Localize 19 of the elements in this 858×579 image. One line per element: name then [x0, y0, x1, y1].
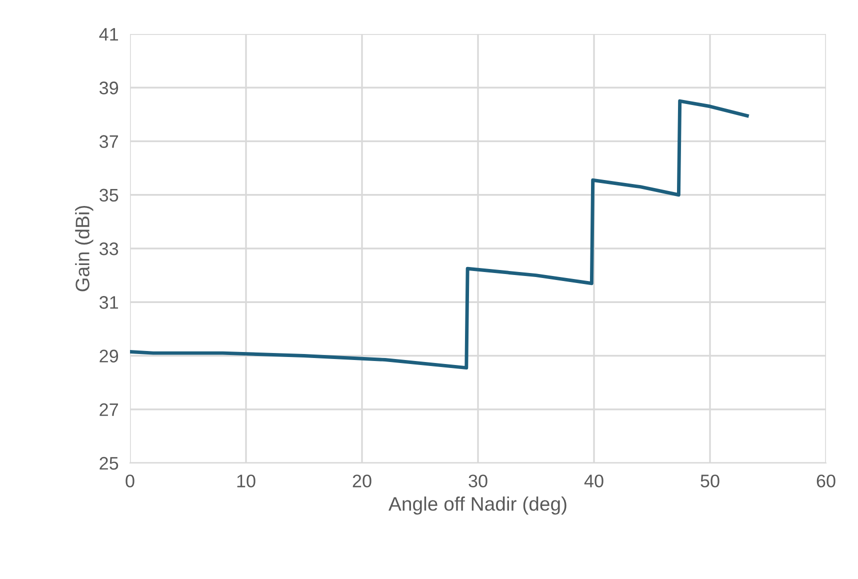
y-tick-label: 29 — [100, 350, 118, 362]
x-tick-label: 10 — [237, 474, 256, 488]
y-tick-label: 35 — [99, 188, 118, 202]
y-tick-label: 27 — [100, 403, 118, 416]
y-tick-label: 31 — [99, 296, 118, 309]
y-tick-label: 33 — [99, 242, 118, 256]
x-tick-label: 20 — [352, 474, 372, 488]
y-tick-label: 41 — [99, 28, 118, 41]
x-tick-label: 0 — [126, 474, 134, 488]
x-tick-label: 60 — [816, 474, 836, 488]
y-tick-label: 25 — [100, 456, 118, 470]
x-tick-label: 40 — [584, 474, 604, 488]
x-tick-label: 30 — [468, 474, 488, 488]
y-tick-label: 37 — [99, 135, 118, 148]
x-axis-title: Angle off Nadir (deg) — [388, 496, 566, 515]
y-axis-title: Gain (dBi) — [75, 206, 94, 292]
line-series — [130, 99, 749, 370]
x-tick-label: 50 — [700, 474, 720, 488]
y-tick-label: 39 — [99, 82, 118, 94]
